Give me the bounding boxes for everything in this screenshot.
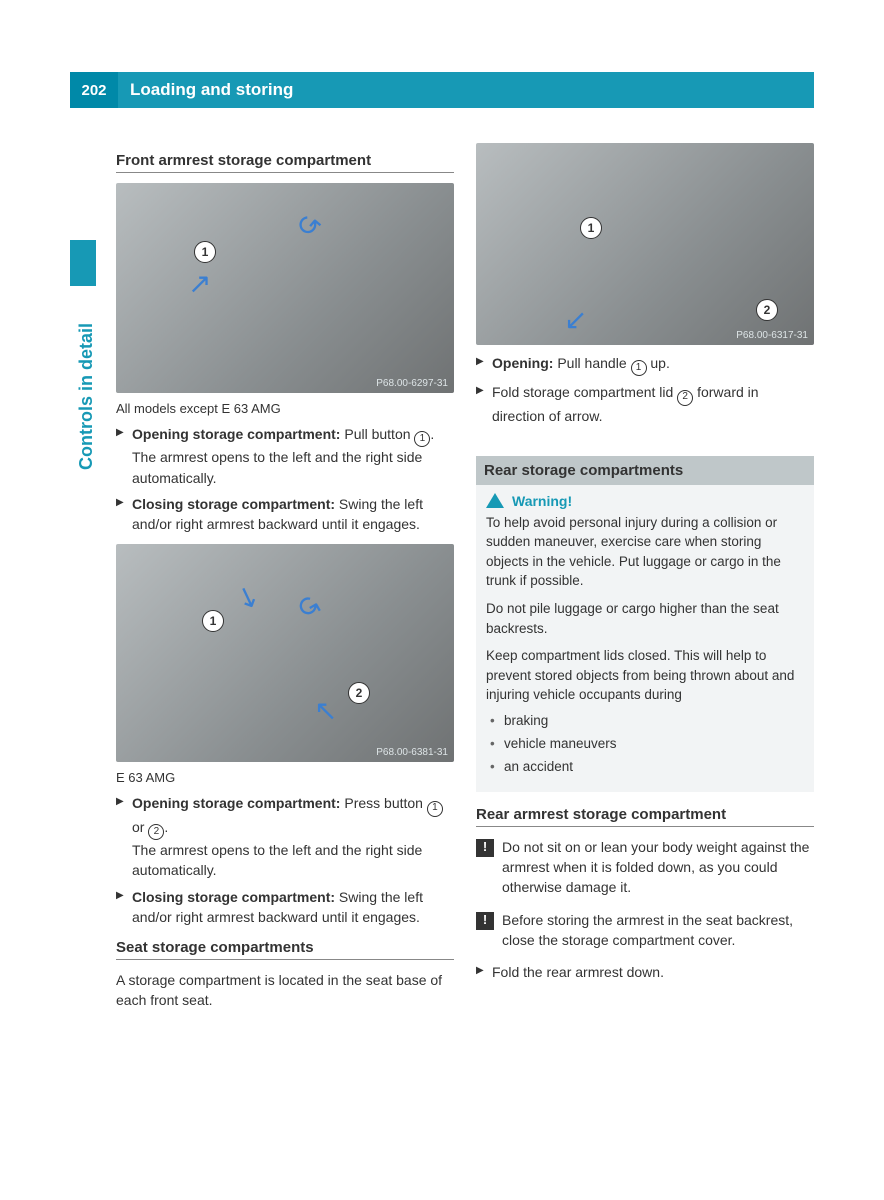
right-column: 1 2 ↙ P68.00-6317-31 Opening: Pull handl…	[476, 140, 814, 1011]
step-item: Opening storage compartment: Pull button…	[116, 424, 454, 488]
warning-triangle-icon	[486, 493, 504, 508]
warning-box: Warning! To help avoid personal injury d…	[476, 485, 814, 792]
step-list-3: Opening: Pull handle 1 up. Fold storage …	[476, 353, 814, 426]
callout-2: 2	[756, 299, 778, 321]
callout-1: 1	[202, 610, 224, 632]
note-icon: !	[476, 839, 494, 857]
left-column: Front armrest storage compartment 1 ↗ ↺ …	[116, 140, 454, 1011]
bullet-item: braking	[490, 713, 804, 728]
section-title-front-armrest: Front armrest storage compartment	[116, 152, 454, 173]
step-item: Opening storage compartment: Press butto…	[116, 793, 454, 880]
warning-bullets: braking vehicle maneuvers an accident	[486, 713, 804, 774]
note-item: ! Before storing the armrest in the seat…	[476, 910, 814, 951]
circled-1: 1	[414, 431, 430, 447]
warning-text: To help avoid personal injury during a c…	[486, 513, 804, 591]
side-tab	[70, 240, 96, 286]
page-number: 202	[70, 72, 118, 108]
step-list-2: Opening storage compartment: Press butto…	[116, 793, 454, 927]
step-item: Closing storage compartment: Swing the l…	[116, 887, 454, 928]
step-list-1: Opening storage compartment: Pull button…	[116, 424, 454, 534]
section-title-rear-armrest: Rear armrest storage compartment	[476, 806, 814, 827]
header-bar: 202 Loading and storing	[70, 72, 814, 108]
step-list-4: Fold the rear armrest down.	[476, 962, 814, 982]
bullet-item: vehicle maneuvers	[490, 736, 804, 751]
callout-1: 1	[580, 217, 602, 239]
step-item: Opening: Pull handle 1 up.	[476, 353, 814, 376]
caption-2: E 63 AMG	[116, 770, 454, 785]
image-ref: P68.00-6297-31	[376, 378, 448, 389]
step-item: Closing storage compartment: Swing the l…	[116, 494, 454, 535]
figure-armrest-2: 1 2 ↘ ↺ ↖ P68.00-6381-31	[116, 544, 454, 762]
note-icon: !	[476, 912, 494, 930]
body-text: A storage compartment is located in the …	[116, 970, 454, 1011]
bullet-item: an accident	[490, 759, 804, 774]
callout-1: 1	[194, 241, 216, 263]
section-title-seat-storage: Seat storage compartments	[116, 939, 454, 960]
note-text: Do not sit on or lean your body weight a…	[502, 837, 814, 898]
step-item: Fold the rear armrest down.	[476, 962, 814, 982]
warning-label: Warning!	[512, 493, 572, 509]
warning-text: Do not pile luggage or cargo higher than…	[486, 599, 804, 638]
circled-1: 1	[631, 360, 647, 376]
circled-2: 2	[677, 390, 693, 406]
subsection-rear-storage: Rear storage compartments	[476, 456, 814, 485]
figure-seat-storage: 1 2 ↙ P68.00-6317-31	[476, 143, 814, 345]
figure-armrest-1: 1 ↗ ↺ P68.00-6297-31	[116, 183, 454, 393]
callout-2: 2	[348, 682, 370, 704]
step-item: Fold storage compartment lid 2 forward i…	[476, 382, 814, 426]
caption-1: All models except E 63 AMG	[116, 401, 454, 416]
circled-2: 2	[148, 824, 164, 840]
image-ref: P68.00-6381-31	[376, 747, 448, 758]
content-area: Front armrest storage compartment 1 ↗ ↺ …	[116, 140, 814, 1011]
warning-header: Warning!	[486, 493, 804, 509]
note-item: ! Do not sit on or lean your body weight…	[476, 837, 814, 898]
image-ref: P68.00-6317-31	[736, 330, 808, 341]
header-title: Loading and storing	[118, 80, 293, 100]
warning-text: Keep compartment lids closed. This will …	[486, 646, 804, 705]
side-label: Controls in detail	[76, 323, 97, 470]
circled-1: 1	[427, 801, 443, 817]
note-text: Before storing the armrest in the seat b…	[502, 910, 814, 951]
